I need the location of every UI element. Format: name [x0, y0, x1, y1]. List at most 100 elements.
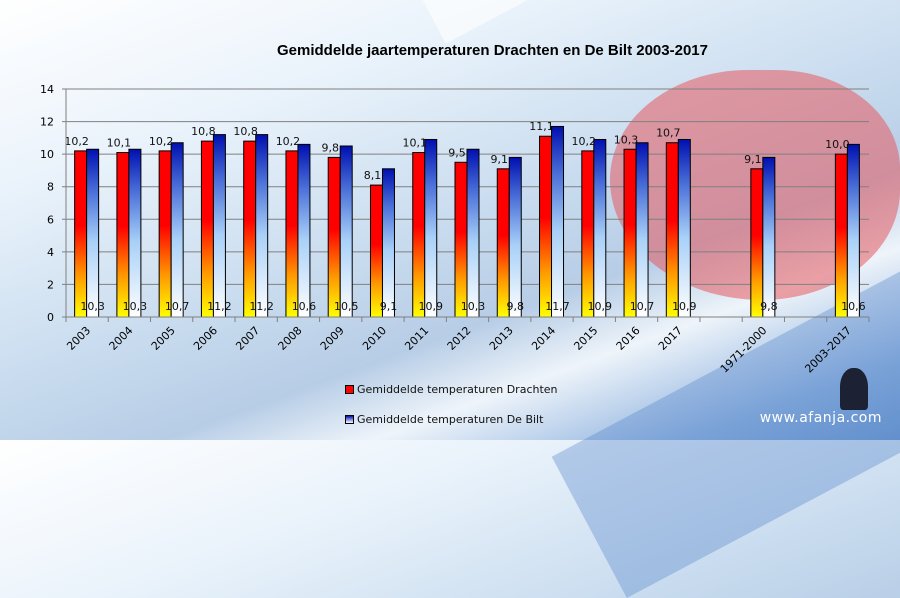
data-label-debilt: 10,7	[165, 300, 190, 313]
data-label-drachten: 11,1	[529, 120, 554, 133]
bar-drachten	[454, 161, 468, 318]
legend-swatch-blue	[345, 414, 354, 424]
data-label-drachten: 10,2	[276, 135, 301, 148]
bar-debilt	[86, 148, 100, 318]
data-label-drachten: 10,8	[191, 125, 216, 138]
data-label-drachten: 9,1	[744, 153, 762, 166]
y-tick-label: 12	[40, 116, 54, 129]
bar-debilt	[508, 156, 522, 318]
data-label-drachten: 9,8	[321, 141, 339, 154]
data-label-debilt: 11,7	[545, 300, 570, 313]
x-tick-label: 2003	[64, 324, 93, 353]
x-tick-label: 2006	[191, 324, 220, 353]
bar-drachten	[285, 150, 299, 318]
y-tick-label: 10	[40, 148, 54, 161]
bar-drachten	[496, 168, 510, 318]
bar-debilt	[593, 138, 607, 318]
x-tick-label: 2008	[276, 324, 305, 353]
x-tick-label: 2014	[529, 324, 558, 353]
legend-swatch-red	[345, 384, 354, 394]
bar-drachten	[539, 135, 553, 318]
bar-drachten	[116, 152, 130, 318]
bar-debilt	[635, 142, 649, 318]
bar-drachten	[200, 140, 214, 318]
bar-drachten	[665, 142, 679, 318]
bar-drachten	[158, 150, 172, 318]
bar-drachten	[834, 153, 848, 318]
bar-debilt	[255, 134, 269, 318]
data-label-drachten: 10,7	[656, 127, 681, 140]
legend-item-debilt: Gemiddelde temperaturen De Bilt	[345, 412, 558, 426]
bar-debilt	[677, 138, 691, 318]
y-tick-label: 14	[40, 83, 54, 96]
x-tick-label: 2011	[402, 324, 431, 353]
x-tick-label: 2015	[571, 324, 600, 353]
data-label-drachten: 10,2	[572, 135, 597, 148]
x-tick-label: 2016	[614, 324, 643, 353]
x-tick-label: 2013	[487, 324, 516, 353]
bar-debilt	[297, 143, 311, 318]
bar-drachten	[369, 184, 383, 318]
bar-debilt	[762, 156, 776, 318]
x-tick-label: 1971-2000	[718, 324, 770, 376]
y-tick-label: 4	[47, 246, 54, 259]
x-tick-label: 2012	[445, 324, 474, 353]
x-tick-label: 2004	[107, 324, 136, 353]
bar-debilt	[551, 125, 565, 318]
legend: Gemiddelde temperaturen Drachten Gemidde…	[345, 382, 558, 442]
data-label-drachten: 10,2	[64, 135, 89, 148]
data-label-drachten: 10,0	[825, 138, 850, 151]
x-tick-label: 2003-2017	[802, 324, 854, 376]
bar-drachten	[412, 152, 426, 318]
bar-drachten	[74, 150, 88, 318]
data-label-debilt: 10,9	[672, 300, 697, 313]
bar-debilt	[339, 145, 353, 318]
chart-title: Gemiddelde jaartemperaturen Drachten en …	[276, 42, 708, 59]
x-tick-label: 2010	[360, 324, 389, 353]
bar-debilt	[466, 148, 480, 318]
legend-label: Gemiddelde temperaturen De Bilt	[357, 412, 544, 426]
data-label-debilt: 9,8	[507, 300, 525, 313]
data-label-debilt: 10,6	[841, 300, 866, 313]
data-label-drachten: 9,5	[448, 146, 466, 159]
bar-debilt	[381, 168, 395, 318]
data-label-debilt: 10,5	[334, 300, 359, 313]
x-tick-label: 2007	[233, 324, 262, 353]
y-tick-label: 0	[47, 311, 54, 324]
data-label-debilt: 10,3	[80, 300, 105, 313]
data-label-debilt: 11,2	[207, 300, 232, 313]
bar-drachten	[750, 168, 764, 318]
bar-drachten	[581, 150, 595, 318]
data-label-drachten: 8,1	[364, 169, 382, 182]
bar-debilt	[212, 134, 226, 318]
data-label-drachten: 10,3	[614, 133, 639, 146]
y-tick-label: 2	[47, 278, 54, 291]
bar-debilt	[128, 148, 142, 318]
x-tick-label: 2017	[656, 324, 685, 353]
data-label-debilt: 9,1	[380, 300, 398, 313]
bar-debilt	[846, 143, 860, 318]
data-label-debilt: 10,7	[630, 300, 655, 313]
y-tick-label: 8	[47, 181, 54, 194]
data-label-drachten: 10,1	[402, 137, 427, 150]
data-label-debilt: 9,8	[760, 300, 778, 313]
data-label-debilt: 11,2	[249, 300, 274, 313]
data-label-drachten: 10,8	[233, 125, 258, 138]
data-label-drachten: 10,1	[107, 137, 132, 150]
bar-debilt	[170, 142, 184, 318]
data-label-debilt: 10,6	[292, 300, 317, 313]
x-tick-label: 2005	[149, 324, 178, 353]
bar-drachten	[243, 140, 257, 318]
bar-drachten	[623, 148, 637, 318]
bar-debilt	[424, 138, 438, 318]
data-label-debilt: 10,9	[418, 300, 443, 313]
logo-silhouette-icon	[840, 368, 868, 410]
data-label-drachten: 9,1	[491, 153, 509, 166]
watermark: www.afanja.com	[759, 410, 882, 426]
bar-chart: 10,2 10,3 10,1 10,3 10,2 10,7 10,8 11,2 10,8 11,2…	[40, 83, 870, 376]
data-label-debilt: 10,3	[123, 300, 148, 313]
data-label-debilt: 10,3	[461, 300, 486, 313]
data-label-debilt: 10,9	[588, 300, 613, 313]
legend-item-drachten: Gemiddelde temperaturen Drachten	[345, 382, 558, 396]
x-tick-label: 2009	[318, 324, 347, 353]
